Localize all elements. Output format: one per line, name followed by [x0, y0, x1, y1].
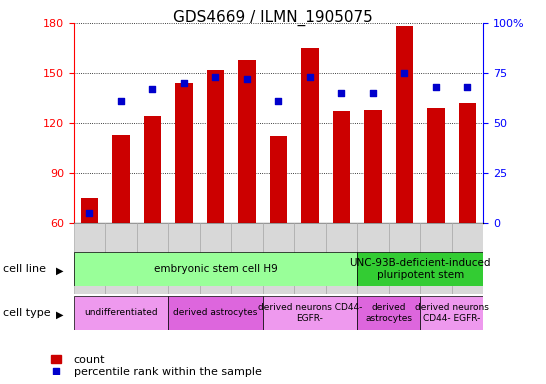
Bar	[112, 134, 129, 223]
Point	[211, 74, 220, 80]
Point	[400, 70, 409, 76]
Text: derived neurons CD44-
EGFR-: derived neurons CD44- EGFR-	[258, 303, 362, 323]
Point	[274, 98, 283, 104]
Bar	[175, 83, 193, 223]
Bar	[207, 70, 224, 223]
Bar	[301, 48, 319, 223]
Bar	[168, 223, 200, 294]
Text: derived astrocytes: derived astrocytes	[173, 308, 258, 318]
Point	[51, 367, 60, 374]
Bar	[168, 296, 263, 330]
Bar	[231, 223, 263, 294]
Bar	[74, 296, 168, 330]
Point	[337, 90, 346, 96]
Bar	[357, 223, 389, 294]
Bar	[389, 223, 420, 294]
Text: undifferentiated: undifferentiated	[84, 308, 158, 318]
Bar	[51, 355, 61, 363]
Point	[463, 84, 472, 90]
Text: percentile rank within the sample: percentile rank within the sample	[74, 367, 262, 377]
Bar	[263, 296, 357, 330]
Point	[85, 210, 94, 216]
Point	[148, 86, 157, 92]
Text: ▶: ▶	[56, 266, 64, 276]
Text: derived neurons
CD44- EGFR-: derived neurons CD44- EGFR-	[415, 303, 489, 323]
Point	[369, 90, 377, 96]
Bar	[396, 26, 413, 223]
Bar	[357, 252, 483, 286]
Bar	[263, 223, 294, 294]
Point	[242, 76, 251, 82]
Text: count: count	[74, 355, 105, 365]
Bar	[294, 223, 326, 294]
Text: embryonic stem cell H9: embryonic stem cell H9	[153, 264, 277, 274]
Bar	[357, 296, 420, 330]
Bar	[270, 136, 287, 223]
Point	[117, 98, 126, 104]
Bar	[136, 223, 168, 294]
Text: UNC-93B-deficient-induced
pluripotent stem: UNC-93B-deficient-induced pluripotent st…	[349, 258, 491, 280]
Bar	[333, 111, 350, 223]
Text: derived
astrocytes: derived astrocytes	[365, 303, 412, 323]
Bar	[105, 223, 136, 294]
Bar	[144, 116, 161, 223]
Bar	[326, 223, 357, 294]
Text: cell type: cell type	[3, 308, 50, 318]
Bar	[452, 223, 483, 294]
Point	[431, 84, 440, 90]
Bar	[200, 223, 231, 294]
Bar	[364, 109, 382, 223]
Text: cell line: cell line	[3, 264, 46, 274]
Bar	[81, 198, 98, 223]
Bar	[420, 223, 452, 294]
Bar	[74, 252, 357, 286]
Point	[180, 80, 188, 86]
Point	[306, 74, 314, 80]
Text: ▶: ▶	[56, 310, 64, 320]
Bar	[238, 60, 256, 223]
Bar	[420, 296, 483, 330]
Bar	[428, 108, 444, 223]
Bar	[74, 223, 105, 294]
Text: GDS4669 / ILMN_1905075: GDS4669 / ILMN_1905075	[173, 10, 373, 26]
Bar	[459, 103, 476, 223]
